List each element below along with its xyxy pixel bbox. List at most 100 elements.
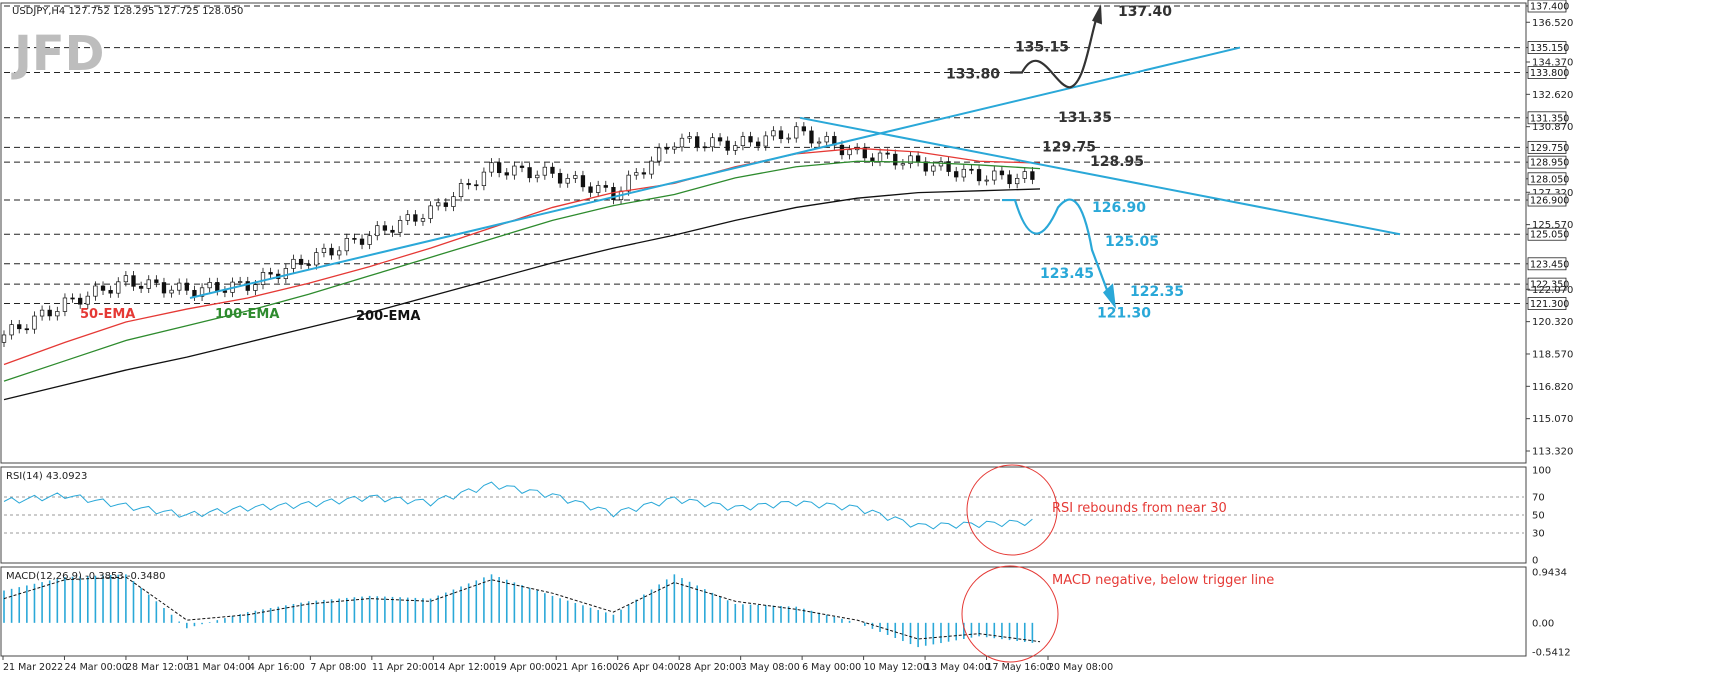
candle-body xyxy=(390,229,395,233)
price-tick-label: 134.370 xyxy=(1532,57,1573,68)
candle-body xyxy=(786,137,791,140)
trendlines xyxy=(189,46,1401,299)
candle-body xyxy=(672,146,677,150)
price-level-box xyxy=(1527,227,1567,241)
macd-note: MACD negative, below trigger line xyxy=(1052,573,1274,588)
candle-body xyxy=(626,174,631,192)
candle-body xyxy=(664,147,669,150)
candle-body xyxy=(154,279,159,283)
candle-body xyxy=(679,137,685,148)
macd-tick-label: 0.00 xyxy=(1532,618,1554,629)
bullish-scenario-path xyxy=(1010,13,1100,89)
price-level-label: 121.300 xyxy=(1530,299,1569,310)
time-tick-label: 28 Apr 20:00 xyxy=(679,662,741,673)
candle-body xyxy=(47,309,52,317)
macd-highlight-circle xyxy=(961,565,1059,663)
price-tick-label: 115.070 xyxy=(1532,414,1573,425)
level-annotation-up: 133.80 xyxy=(946,67,1000,83)
price-level-box xyxy=(1527,140,1567,154)
ema200-label: 200-EMA xyxy=(356,309,420,324)
price-level-label: 128.950 xyxy=(1530,158,1569,169)
candle-body xyxy=(725,140,730,151)
ema-line-50 xyxy=(3,147,1041,366)
rsi-plot xyxy=(3,481,1524,534)
candle-body xyxy=(512,165,517,176)
ema50-label: 50-EMA xyxy=(80,307,135,322)
candle-body xyxy=(85,295,90,305)
price-level-box xyxy=(1527,172,1567,186)
price-panel xyxy=(0,2,1527,464)
candle-body xyxy=(62,297,68,312)
candle-body xyxy=(397,220,403,233)
candle-body xyxy=(550,166,555,174)
candle-body xyxy=(321,247,327,253)
candle-body xyxy=(954,171,959,178)
candle-body xyxy=(748,136,753,143)
level-annotation-up: 131.35 xyxy=(1058,110,1112,126)
candle-body xyxy=(984,179,989,182)
rsi-label: RSI(14) 43.0923 xyxy=(6,471,87,482)
candle-body xyxy=(344,238,349,252)
rsi-tick-label: 100 xyxy=(1532,466,1551,477)
price-level-label: 122.350 xyxy=(1530,280,1569,291)
candle-body xyxy=(100,285,106,291)
candle-body xyxy=(466,183,471,186)
candle-body xyxy=(451,196,456,207)
candle-body xyxy=(405,214,410,221)
price-tick-label: 122.070 xyxy=(1532,285,1573,296)
chart-symbol-header: USDJPY,H4 127.752 128.295 127.725 128.05… xyxy=(12,6,243,17)
price-level-box xyxy=(1527,66,1567,79)
candle-body xyxy=(801,126,807,132)
candle-body xyxy=(717,137,723,142)
candle-body xyxy=(474,184,479,187)
level-annotation-up: 128.95 xyxy=(1090,154,1144,170)
candle-body xyxy=(702,146,707,149)
candle-body xyxy=(161,282,167,294)
macd-axis: 0.9434 0.00 -0.5412 xyxy=(1532,568,1571,659)
candle-body xyxy=(192,289,197,297)
time-tick-label: 10 May 12:00 xyxy=(864,662,929,673)
candle-body xyxy=(222,290,228,293)
candle-body xyxy=(268,272,273,275)
candle-body xyxy=(184,282,189,291)
candle-body xyxy=(420,218,426,222)
candle-body xyxy=(237,281,243,283)
time-tick-label: 21 Mar 2022 xyxy=(3,662,63,673)
candles xyxy=(1,122,1035,347)
bearish-arrowhead xyxy=(1103,283,1116,310)
candle-body xyxy=(329,247,334,256)
candle-body xyxy=(999,170,1005,176)
time-tick-label: 7 Apr 08:00 xyxy=(310,662,366,673)
candle-body xyxy=(352,238,357,240)
macd-panel xyxy=(0,566,1527,657)
price-level-box xyxy=(1527,111,1567,125)
price-level-label: 125.050 xyxy=(1530,230,1569,241)
candle-body xyxy=(291,258,296,269)
candle-body xyxy=(283,268,289,279)
candle-body xyxy=(9,324,14,336)
candle-body xyxy=(169,289,174,294)
candle-body xyxy=(481,171,487,186)
candle-body xyxy=(596,185,601,193)
jfd-logo: JFD xyxy=(11,26,105,82)
candle-body xyxy=(436,202,441,207)
price-tick-label: 125.570 xyxy=(1532,220,1573,231)
candle-body xyxy=(504,172,509,176)
rsi-tick-label: 50 xyxy=(1532,511,1545,522)
price-level-box xyxy=(1527,155,1567,169)
candle-body xyxy=(24,328,30,331)
time-tick-label: 31 Mar 04:00 xyxy=(187,662,250,673)
candle-body xyxy=(847,149,852,156)
price-level-box xyxy=(1527,41,1567,54)
rsi-line xyxy=(3,481,1033,530)
candle-body xyxy=(17,324,22,330)
candle-body xyxy=(260,272,266,285)
candle-body xyxy=(710,137,715,148)
level-annotation-down: 121.30 xyxy=(1097,306,1151,322)
rsi-tick-label: 30 xyxy=(1532,529,1545,540)
candle-body xyxy=(603,185,608,188)
price-tick-label: 130.870 xyxy=(1532,122,1573,133)
